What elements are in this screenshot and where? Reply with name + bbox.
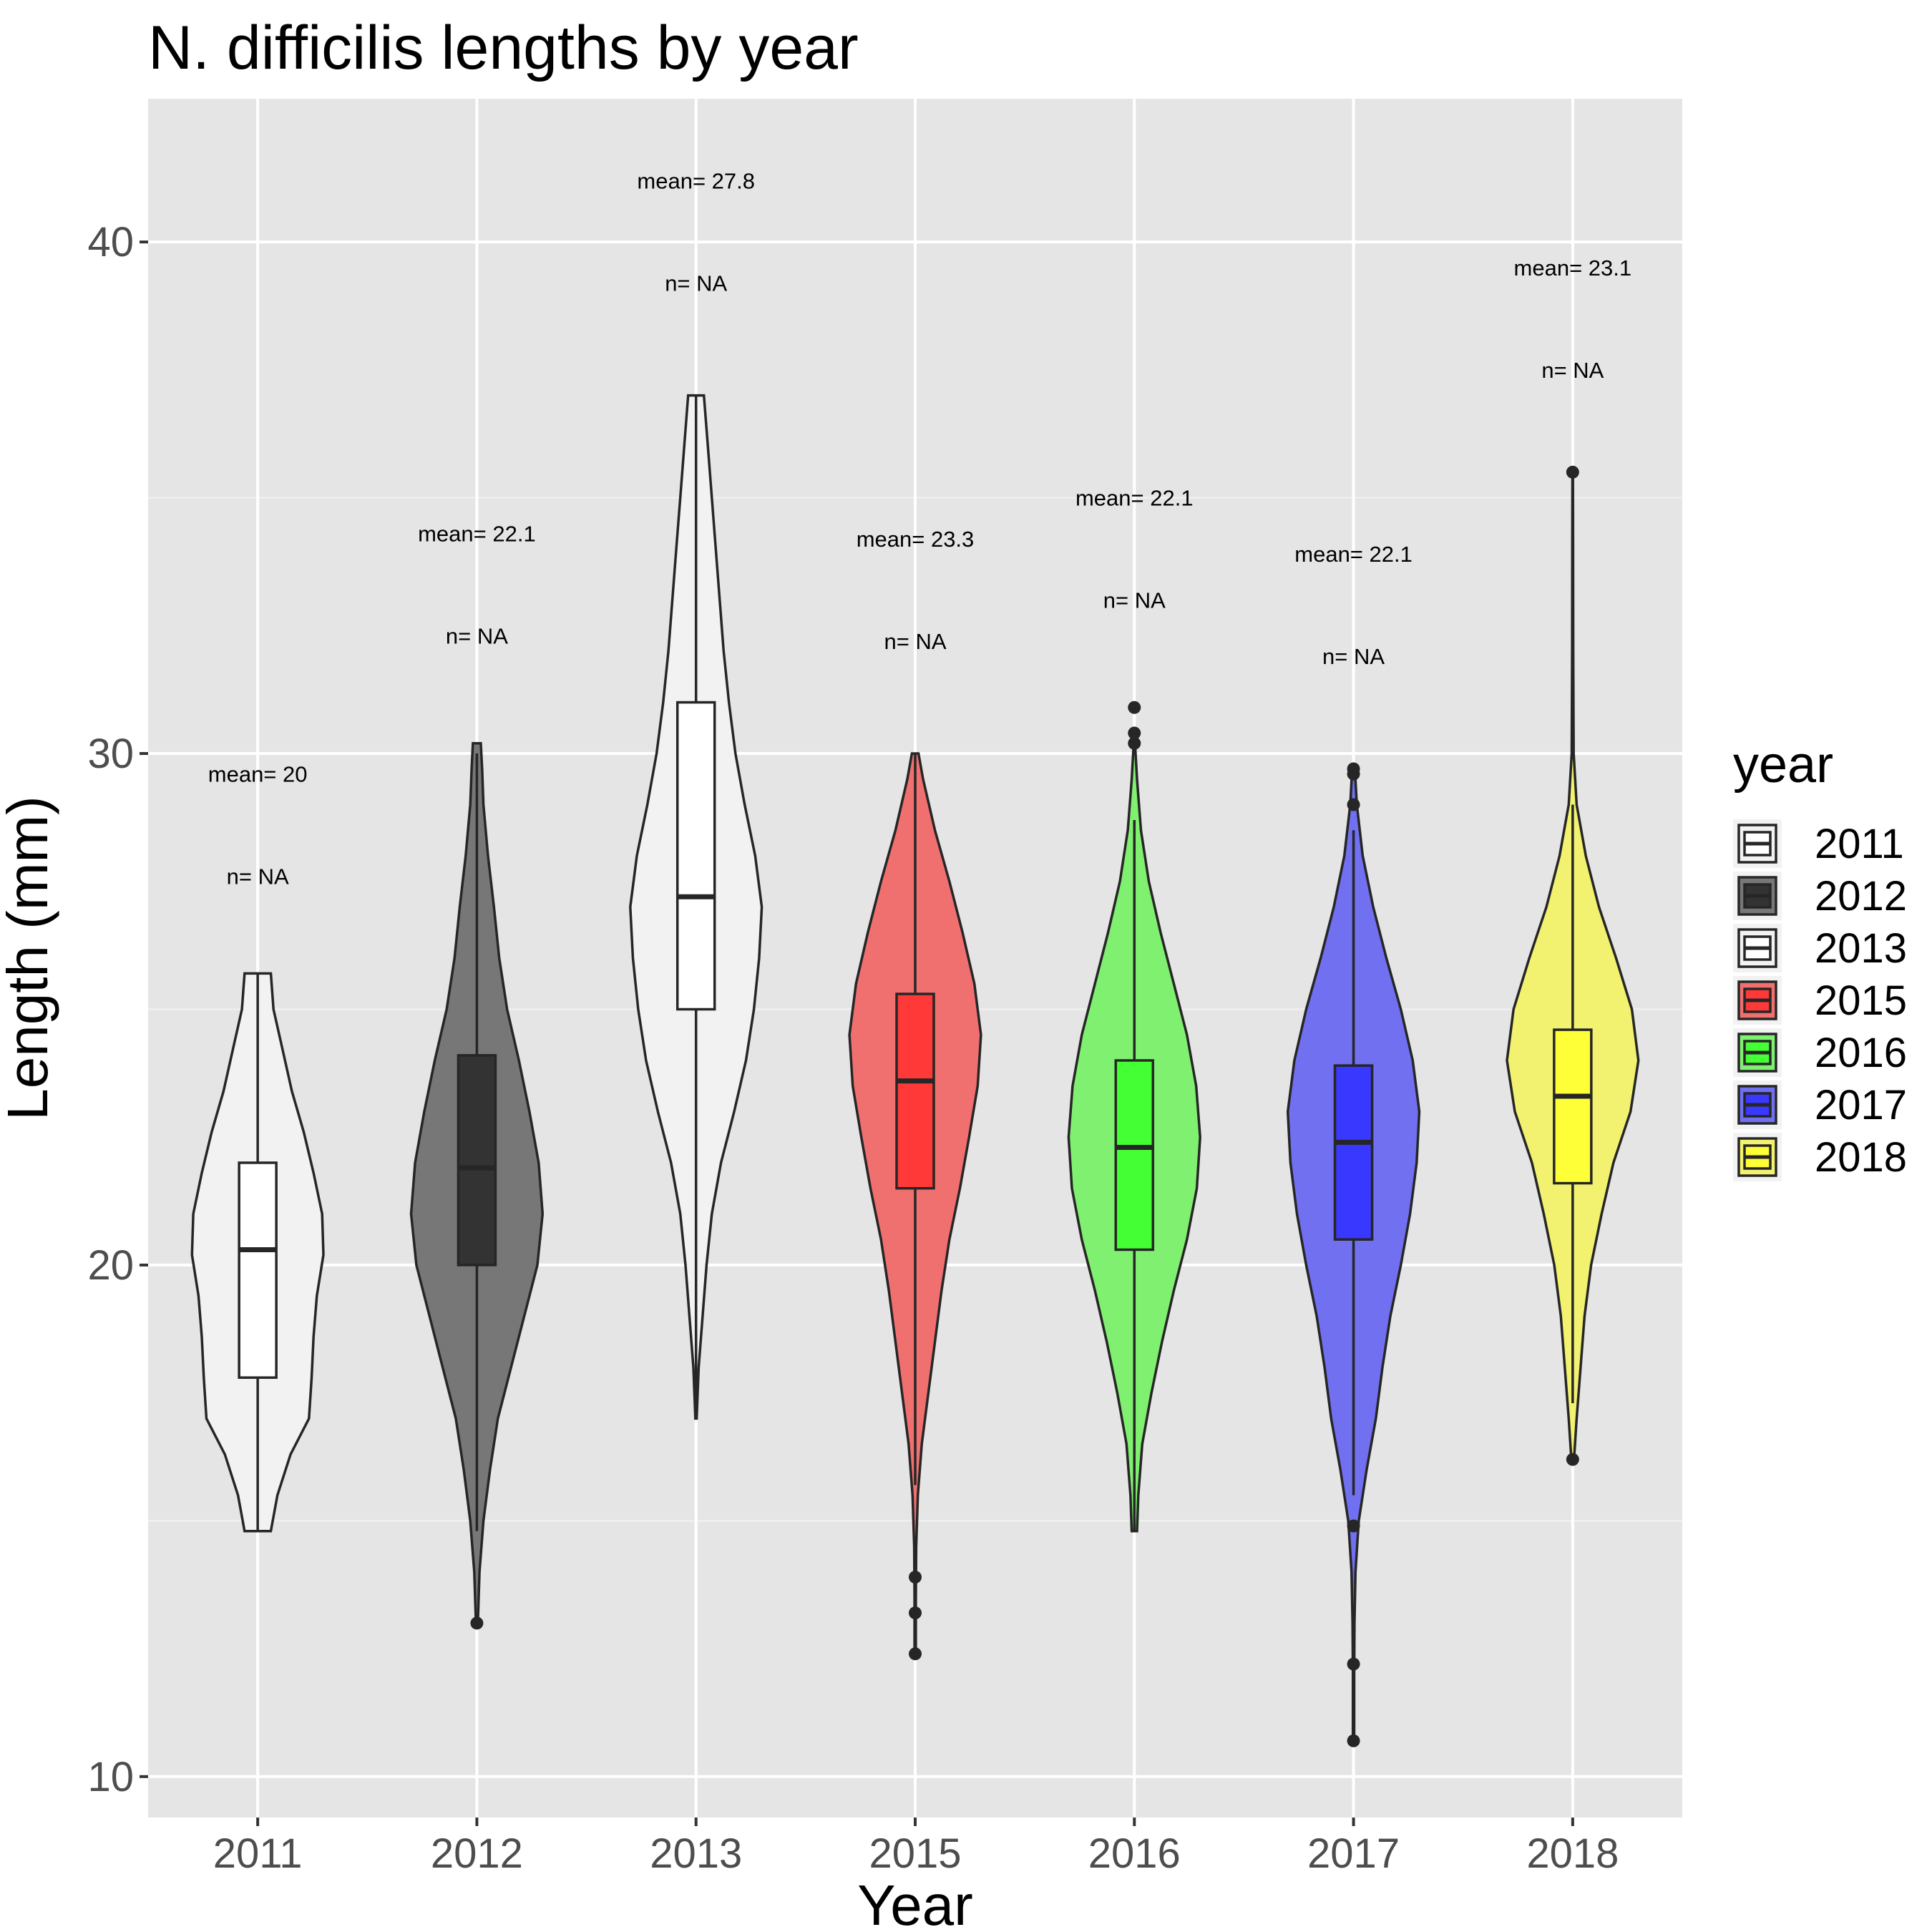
legend-item-2015: 2015 [1733, 976, 1907, 1025]
n-label-2016: n= NA [1103, 588, 1166, 613]
outlier-point [909, 1647, 922, 1661]
mean-label-2015: mean= 23.3 [857, 527, 975, 552]
legend-item-2011: 2011 [1733, 819, 1904, 868]
x-axis-title: Year [857, 1873, 973, 1932]
n-label-2017: n= NA [1322, 644, 1385, 669]
chart-title: N. difficilis lengths by year [148, 14, 859, 82]
outlier-point [1347, 1657, 1360, 1671]
boxplots [238, 395, 1593, 1747]
n-label-2012: n= NA [446, 624, 508, 649]
mean-label-2016: mean= 22.1 [1075, 486, 1194, 511]
x-axis: 2011 2012 2013 2015 2016 2017 2018 [213, 1818, 1619, 1877]
box-2012 [457, 1054, 497, 1267]
n-label-2011: n= NA [227, 864, 289, 889]
outlier-point [1128, 736, 1141, 750]
box-2018 [1553, 1028, 1593, 1185]
x-tick-label: 2017 [1307, 1830, 1400, 1877]
legend-item-2013: 2013 [1733, 924, 1907, 972]
x-tick-label: 2016 [1088, 1830, 1181, 1877]
outlier-point [1347, 762, 1360, 776]
mean-label-2011: mean= 20 [208, 762, 308, 787]
legend-label-2015: 2015 [1815, 977, 1907, 1024]
y-tick-label: 40 [87, 219, 134, 265]
annotations: mean= 20 n= NA mean= 22.1 n= NA mean= 27.8 n=… [208, 168, 1631, 889]
outlier-point [909, 1571, 922, 1584]
legend: year 2011 2012 2013 2015 2016 2017 2018 [1733, 736, 1907, 1181]
mean-label-2018: mean= 23.1 [1514, 255, 1632, 280]
x-tick-label: 2018 [1526, 1830, 1619, 1877]
legend-item-2018: 2018 [1733, 1133, 1907, 1181]
outlier-point [1128, 726, 1141, 740]
y-tick-label: 20 [87, 1242, 134, 1289]
y-axis: 10 20 30 40 [87, 219, 148, 1800]
x-tick-label: 2015 [869, 1830, 961, 1877]
mean-label-2013: mean= 27.8 [637, 168, 755, 193]
outlier-point [1566, 465, 1579, 479]
n-label-2018: n= NA [1541, 358, 1604, 383]
outlier-point [1347, 798, 1360, 811]
legend-title: year [1733, 736, 1833, 794]
outlier-point [909, 1606, 922, 1620]
legend-item-2012: 2012 [1733, 872, 1907, 920]
x-tick-label: 2013 [650, 1830, 742, 1877]
box-2016 [1114, 1059, 1155, 1252]
box-2013 [675, 701, 716, 1011]
x-tick-label: 2011 [213, 1830, 303, 1877]
legend-item-2017: 2017 [1733, 1080, 1907, 1129]
legend-label-2012: 2012 [1815, 873, 1907, 919]
box-2015 [895, 992, 935, 1190]
legend-label-2018: 2018 [1815, 1134, 1907, 1181]
outlier-point [1347, 1519, 1360, 1533]
legend-label-2011: 2011 [1815, 821, 1904, 867]
y-tick-label: 10 [87, 1754, 134, 1800]
legend-label-2016: 2016 [1815, 1030, 1907, 1076]
mean-label-2017: mean= 22.1 [1294, 542, 1413, 567]
outlier-point [1566, 1453, 1579, 1466]
legend-label-2013: 2013 [1815, 925, 1907, 972]
box-2017 [1333, 1064, 1374, 1241]
x-tick-label: 2012 [431, 1830, 523, 1877]
outlier-point [470, 1616, 484, 1630]
legend-label-2017: 2017 [1815, 1082, 1907, 1128]
outlier-point [1128, 701, 1141, 714]
y-axis-title: Length (mm) [0, 796, 59, 1120]
outlier-point [1347, 1734, 1360, 1747]
n-label-2013: n= NA [665, 270, 727, 296]
legend-item-2016: 2016 [1733, 1028, 1907, 1077]
box-2011 [238, 1161, 278, 1379]
n-label-2015: n= NA [884, 629, 946, 654]
y-tick-label: 30 [87, 731, 134, 777]
mean-label-2012: mean= 22.1 [418, 522, 536, 547]
